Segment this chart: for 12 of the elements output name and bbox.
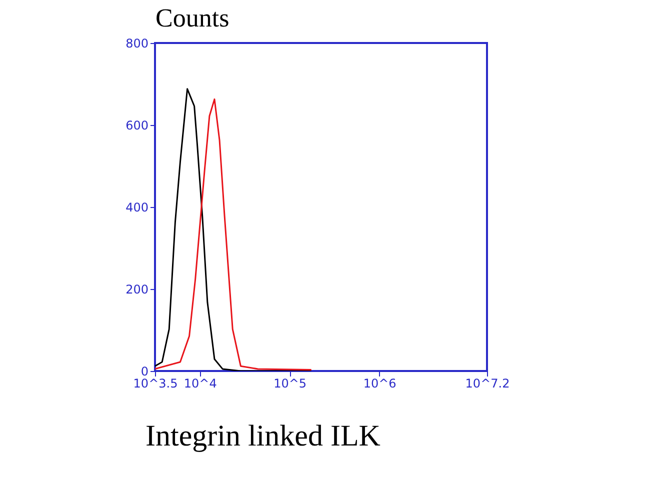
x-tick-label: 10^5 (274, 376, 307, 390)
y-tick-label: 800 (126, 36, 148, 50)
y-axis-title: Counts (156, 4, 230, 32)
x-axis-title: Integrin linked ILK (146, 420, 381, 452)
y-tick-label: 0 (140, 364, 148, 378)
y-tick-label: 600 (126, 118, 148, 132)
x-tick-label: 10^3.5 (133, 376, 178, 390)
x-tick-label: 10^4 (184, 376, 217, 390)
y-tick-label: 400 (126, 200, 148, 214)
x-tick-label: 10^6 (363, 376, 396, 390)
x-tick-label: 10^7.2 (465, 376, 510, 390)
y-tick-label: 200 (126, 282, 148, 296)
